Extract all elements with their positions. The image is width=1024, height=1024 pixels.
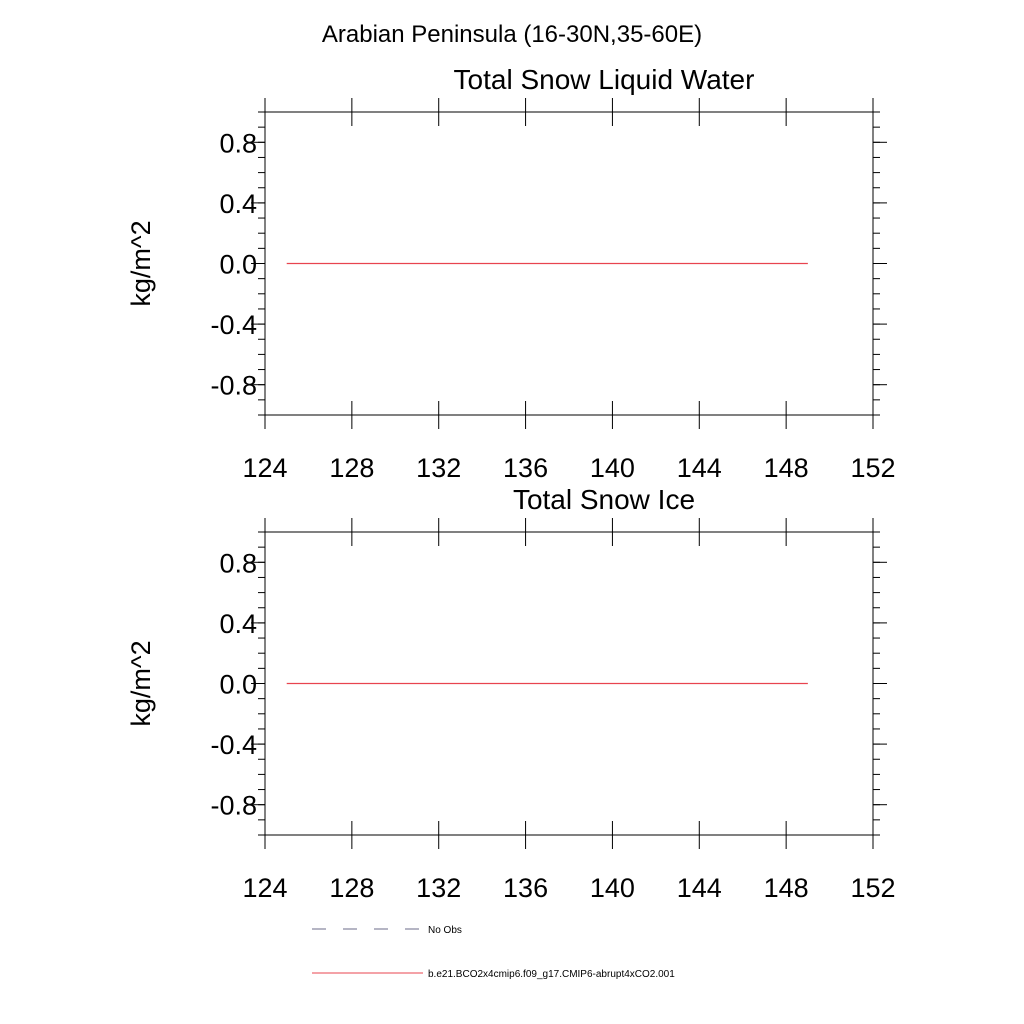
x-tick-label: 148 xyxy=(764,453,809,483)
x-tick-label: 128 xyxy=(329,453,374,483)
legend-label-1: No Obs xyxy=(428,925,462,936)
x-tick-label: 140 xyxy=(590,453,635,483)
x-tick-label: 144 xyxy=(677,453,722,483)
y-tick-label: 0.4 xyxy=(219,189,257,219)
y-tick-label: 0.4 xyxy=(219,609,257,639)
x-tick-label: 128 xyxy=(329,873,374,903)
chart-title: Total Snow Liquid Water xyxy=(454,64,755,95)
x-tick-label: 148 xyxy=(764,873,809,903)
y-tick-label: 0.0 xyxy=(219,250,257,280)
chart-panel-2: Total Snow Ice kg/m^2 124 128 132 136 140 144 14… xyxy=(126,484,896,903)
x-tick-label: 136 xyxy=(503,453,548,483)
y-axis-label: kg/m^2 xyxy=(126,640,156,726)
x-tick-label: 132 xyxy=(416,873,461,903)
x-tick-label: 140 xyxy=(590,873,635,903)
x-tick-label: 144 xyxy=(677,873,722,903)
y-axis-label: kg/m^2 xyxy=(126,220,156,306)
x-tick-label: 124 xyxy=(242,873,287,903)
legend-label-2: b.e21.BCO2x4cmip6.f09_g17.CMIP6-abrupt4x… xyxy=(428,969,675,980)
y-tick-label: -0.8 xyxy=(210,371,257,401)
chart-title: Total Snow Ice xyxy=(513,484,695,515)
x-tick-label: 124 xyxy=(242,453,287,483)
y-tick-label: 0.0 xyxy=(219,670,257,700)
charts-layer: Total Snow Liquid Water kg/m^2 124 128 132 13… xyxy=(126,64,896,903)
x-tick-label: 152 xyxy=(850,873,895,903)
legend: No Obs b.e21.BCO2x4cmip6.f09_g17.CMIP6-ab… xyxy=(312,925,675,980)
y-tick-label: -0.4 xyxy=(210,730,257,760)
y-tick-label: -0.8 xyxy=(210,791,257,821)
figure-title: Arabian Peninsula (16-30N,35-60E) xyxy=(322,21,702,48)
chart-panel-1: Total Snow Liquid Water kg/m^2 124 128 132 13… xyxy=(126,64,896,483)
x-tick-label: 132 xyxy=(416,453,461,483)
x-tick-label: 136 xyxy=(503,873,548,903)
y-tick-label: 0.8 xyxy=(219,128,257,158)
y-tick-label: -0.4 xyxy=(210,310,257,340)
y-tick-label: 0.8 xyxy=(219,548,257,578)
x-tick-label: 152 xyxy=(850,453,895,483)
